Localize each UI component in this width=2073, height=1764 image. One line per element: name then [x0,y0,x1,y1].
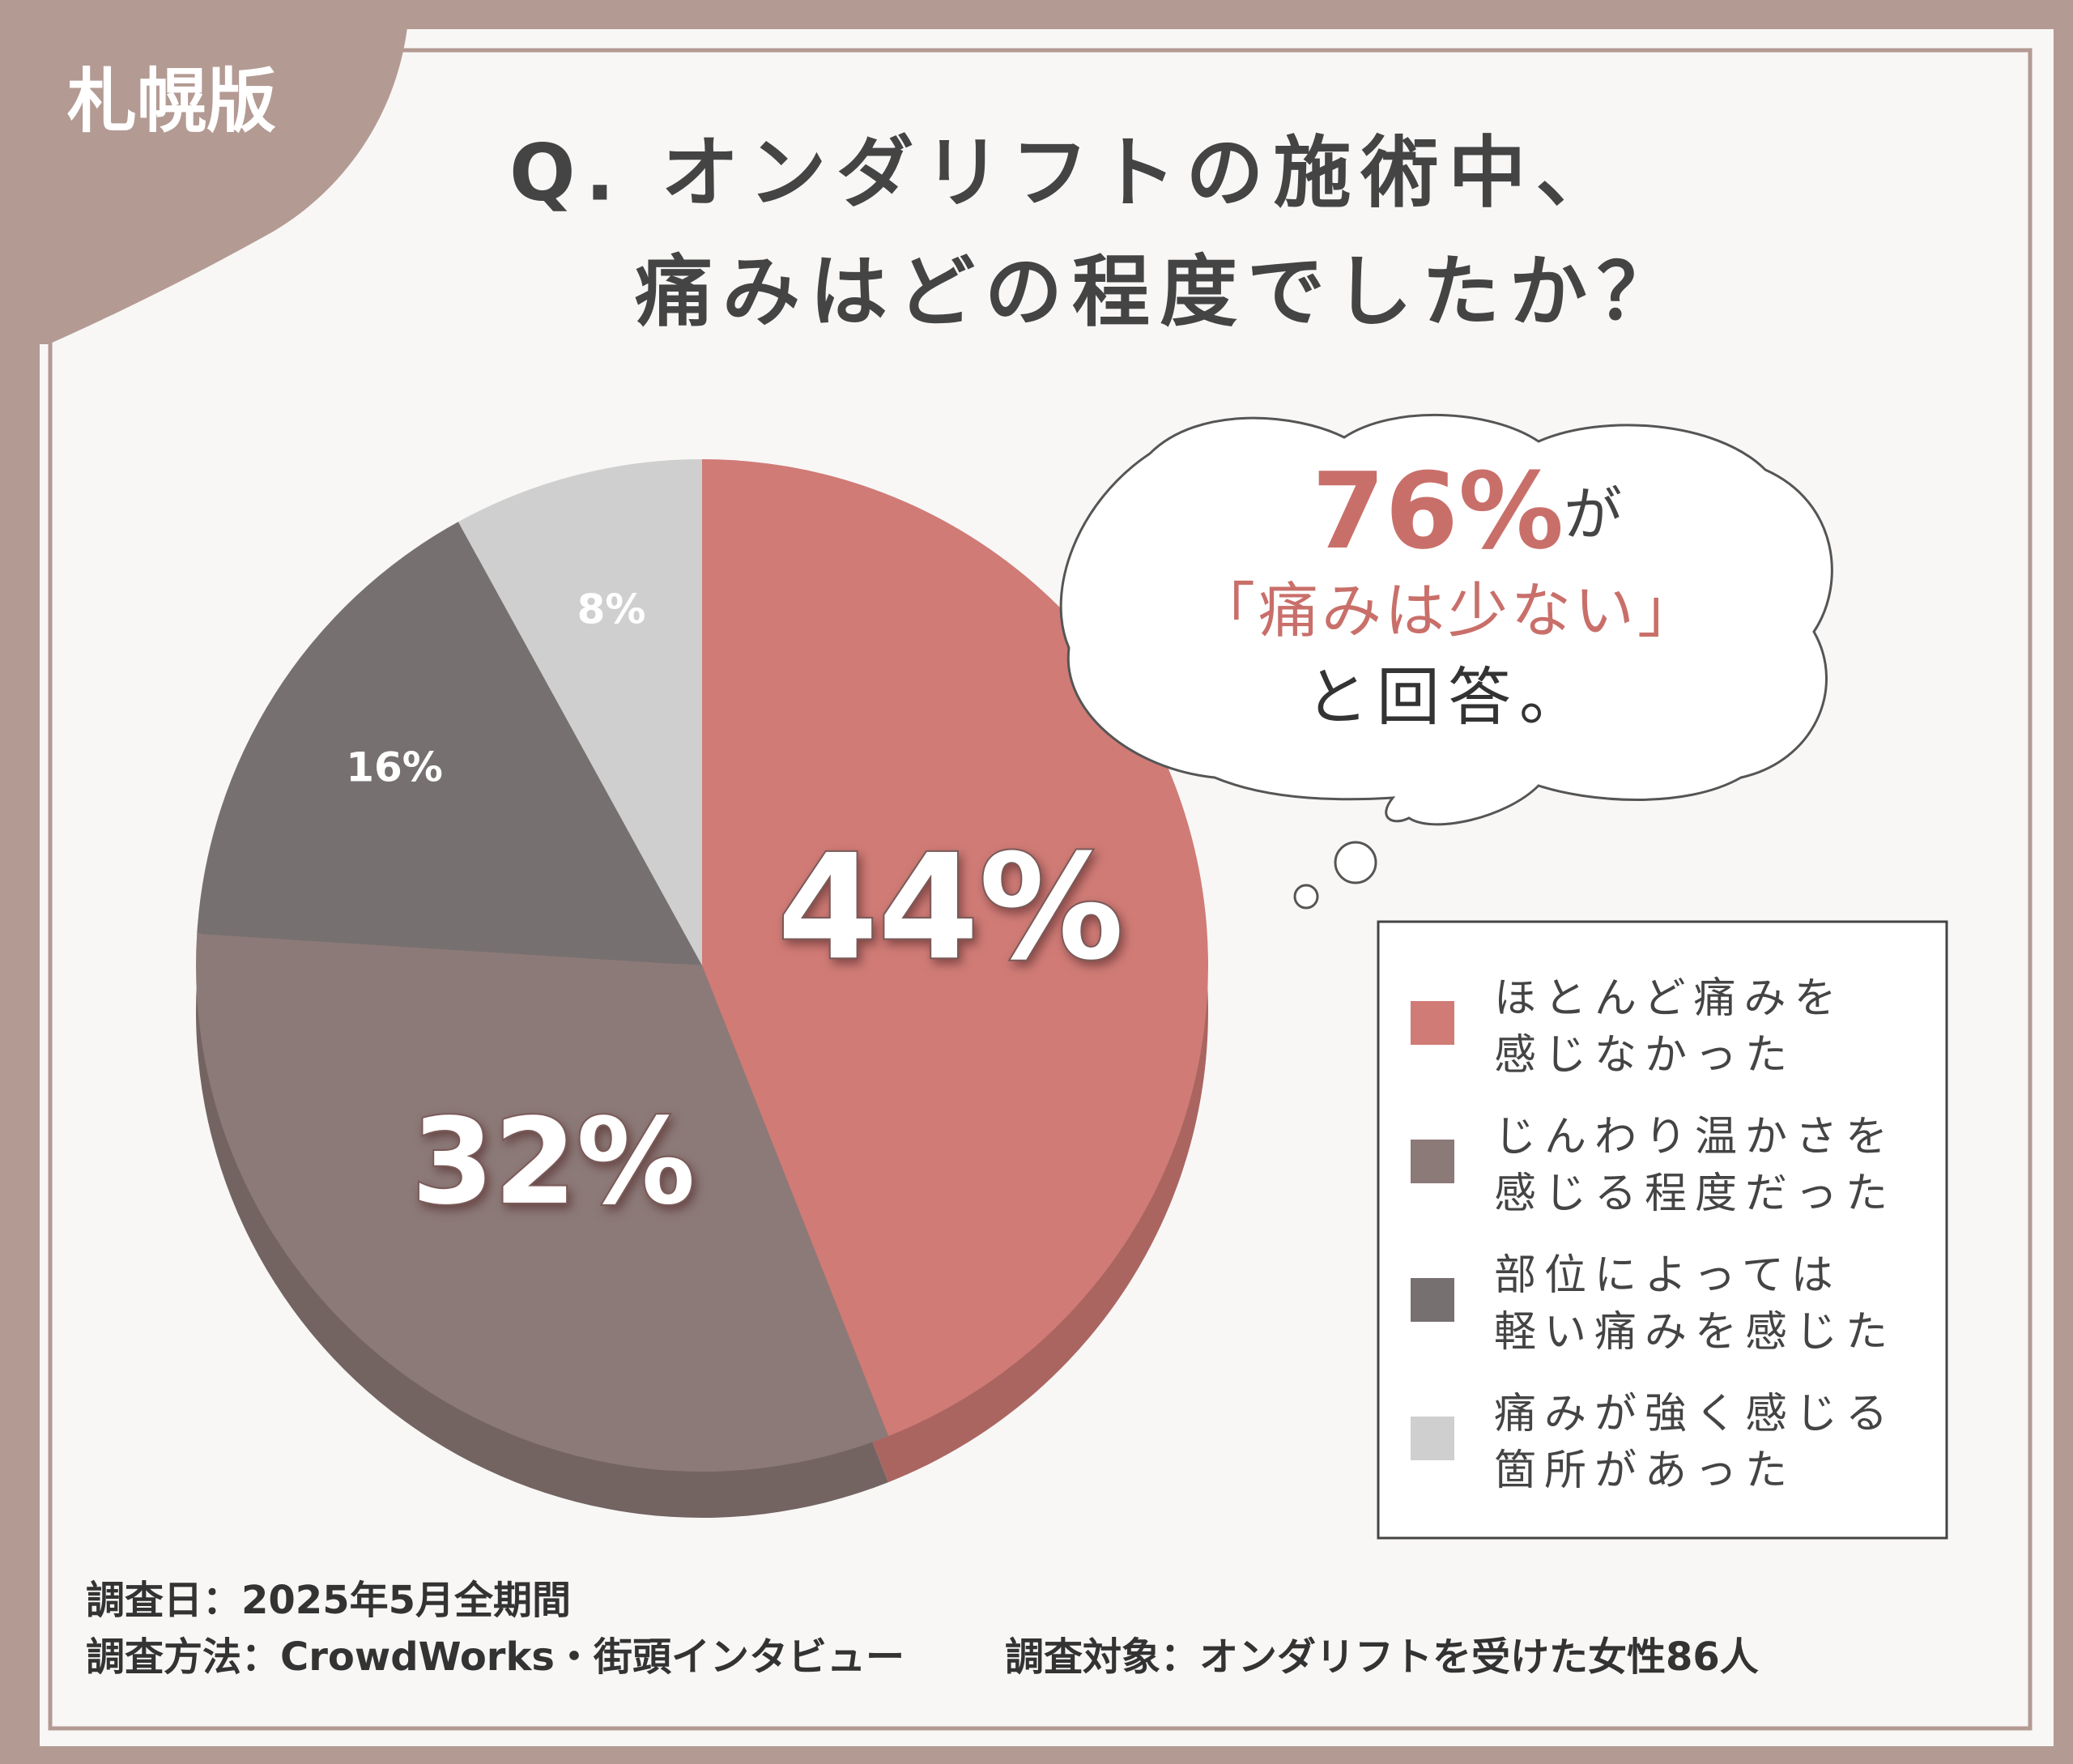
badge: 札幌版 [67,61,276,142]
panel-border [48,48,2033,1731]
slice [458,459,702,965]
bubble-dot [1293,884,1319,910]
legend-box [1377,920,1948,1540]
legend-swatch [1411,1417,1454,1460]
callout-quote: 「痛みは少ない」 [1195,577,1701,646]
chart-title: 痛みはどの程度でしたか？ [635,246,1684,337]
legend-label: 痛みが強く感じる 箇所があった [1494,1390,1896,1495]
data-label: 32% [411,1093,695,1231]
callout-tail: と回答。 [1305,661,1590,734]
callout-suffix: が [1564,480,1622,548]
slice [197,522,703,965]
legend-label: じんわり温かさを 感じる程度だった [1494,1113,1896,1218]
slice [196,933,889,1472]
badge-bg [0,0,410,344]
callout-text: 76%が [1312,450,1622,573]
legend-swatch [1411,1140,1454,1183]
legend-label: 部位によっては 軽い痛みを感じた [1494,1251,1896,1357]
data-label: 8% [577,586,646,633]
bubble-dot [1334,841,1377,884]
legend-swatch [1411,1278,1454,1322]
speech-bubble [1059,413,1833,826]
footer-date: 調査日：2025年5月全期間 [86,1578,571,1623]
footer-target: 調査対象：オンダリフトを受けた女性86人 [1005,1634,1759,1680]
callout-highlight: 76% [1312,450,1564,573]
footer-method: 調査方法：CrowdWorks・街頭インタビュー [86,1634,905,1680]
data-label: 16% [346,744,443,790]
chart-title: Q. オンダリフトの施術中、 [509,127,1624,218]
data-label: 44% [777,824,1124,992]
legend-swatch [1411,1001,1454,1045]
legend-label: ほとんど痛みを 感じなかった [1494,974,1845,1080]
